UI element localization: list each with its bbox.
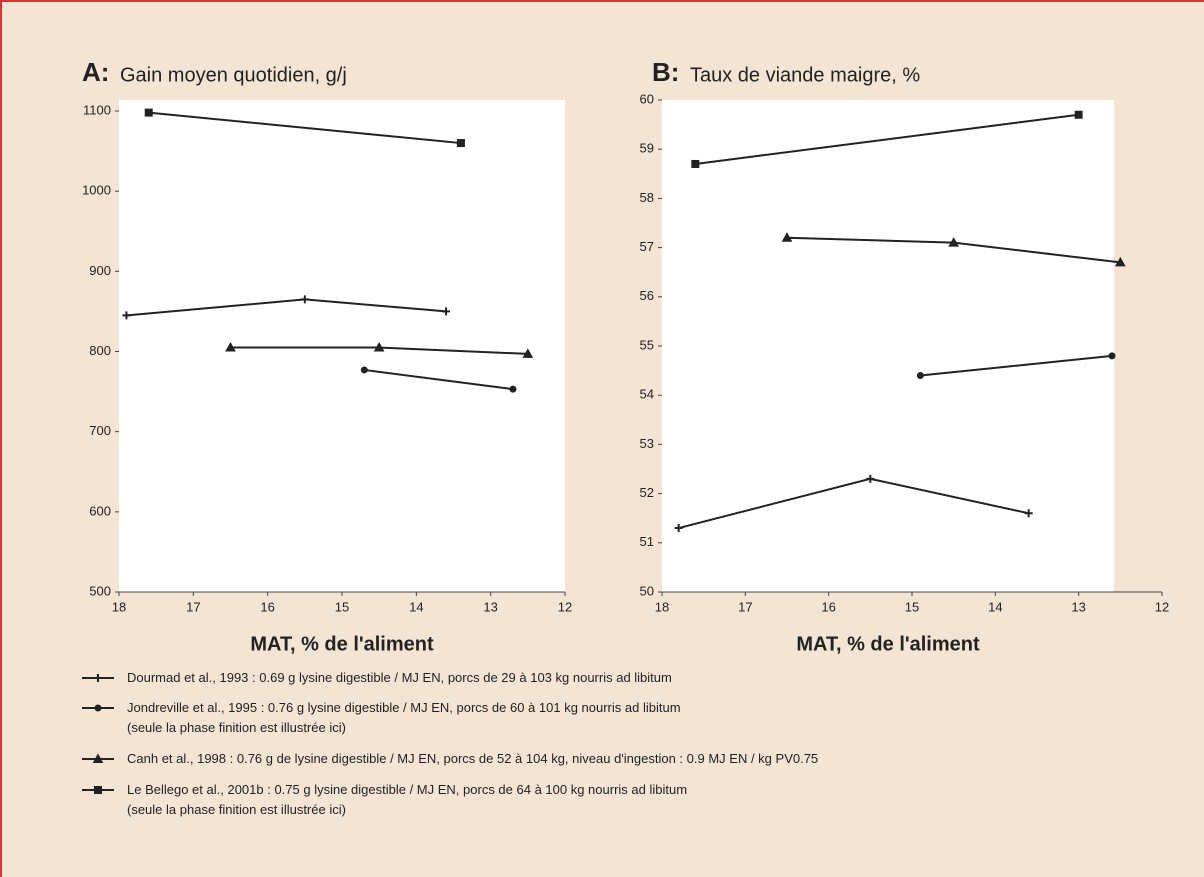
- series-line: [148, 111, 462, 145]
- legend-entry: Jondreville et al., 1995 : 0.76 g lysine…: [127, 700, 681, 735]
- marker: [916, 372, 924, 380]
- y-tick-label: 58: [640, 190, 654, 205]
- marker: [300, 295, 309, 304]
- legend-entry: Dourmad et al., 1993 : 0.69 g lysine dig…: [127, 670, 672, 685]
- chart-title: Gain moyen quotidien, g/j: [120, 64, 347, 86]
- x-tick-label: 16: [821, 599, 835, 614]
- marker: [225, 341, 236, 352]
- y-tick-label: 54: [640, 387, 654, 402]
- marker: [94, 674, 102, 682]
- chart-title: Taux de viande maigre, %: [690, 64, 920, 86]
- y-tick-label: 57: [640, 239, 654, 254]
- y-tick-label: 1100: [83, 102, 111, 117]
- legend-entry: Canh et al., 1998 : 0.76 g de lysine dig…: [127, 751, 819, 766]
- marker: [781, 232, 793, 242]
- marker: [1114, 256, 1126, 267]
- x-tick-label: 13: [1071, 599, 1085, 614]
- marker: [94, 704, 102, 712]
- series-line: [364, 368, 514, 391]
- y-tick-label: 700: [89, 423, 111, 438]
- y-tick-label: 53: [640, 436, 654, 451]
- x-tick-label: 15: [905, 599, 919, 614]
- marker: [360, 366, 368, 374]
- x-tick-label: 17: [186, 599, 200, 614]
- x-tick-label: 13: [483, 599, 497, 614]
- panel-label: A:: [82, 57, 109, 87]
- marker: [122, 311, 131, 320]
- series-line: [920, 354, 1113, 377]
- x-tick-label: 15: [335, 599, 349, 614]
- x-tick-label: 18: [655, 599, 669, 614]
- marker: [866, 474, 875, 483]
- x-tick-label: 18: [112, 599, 126, 614]
- y-tick-label: 55: [640, 337, 654, 352]
- y-tick-label: 59: [640, 141, 654, 156]
- panel-label: B:: [652, 57, 679, 87]
- x-axis-title: MAT, % de l'aliment: [796, 633, 980, 655]
- marker: [373, 341, 385, 352]
- plot-area: [119, 100, 565, 592]
- marker: [456, 139, 465, 148]
- marker: [94, 786, 102, 794]
- plot-area: [662, 100, 1114, 592]
- marker: [1074, 110, 1083, 119]
- x-tick-label: 12: [558, 599, 572, 614]
- marker: [948, 237, 960, 247]
- y-tick-label: 51: [640, 534, 654, 549]
- y-tick-label: 600: [89, 503, 111, 518]
- y-tick-label: 52: [640, 485, 654, 500]
- legend-entry: Le Bellego et al., 2001b : 0.75 g lysine…: [127, 782, 688, 817]
- y-tick-label: 500: [89, 583, 111, 598]
- y-tick-label: 800: [89, 343, 111, 358]
- x-tick-label: 14: [988, 599, 1002, 614]
- x-tick-label: 17: [738, 599, 752, 614]
- y-tick-label: 60: [640, 91, 654, 106]
- marker: [92, 753, 104, 763]
- y-tick-label: 900: [89, 263, 111, 278]
- marker: [509, 385, 517, 393]
- marker: [144, 108, 153, 117]
- series-line: [695, 113, 1079, 165]
- y-tick-label: 1000: [82, 183, 111, 198]
- y-tick-label: 50: [640, 583, 654, 598]
- x-tick-label: 14: [409, 599, 423, 614]
- marker: [1108, 352, 1116, 360]
- marker: [674, 524, 683, 533]
- x-axis-title: MAT, % de l'aliment: [250, 633, 434, 655]
- marker: [691, 159, 700, 168]
- x-tick-label: 16: [260, 599, 274, 614]
- y-tick-label: 56: [640, 288, 654, 303]
- marker: [442, 307, 451, 316]
- marker: [522, 348, 534, 358]
- marker: [1024, 509, 1033, 518]
- x-tick-label: 12: [1155, 599, 1169, 614]
